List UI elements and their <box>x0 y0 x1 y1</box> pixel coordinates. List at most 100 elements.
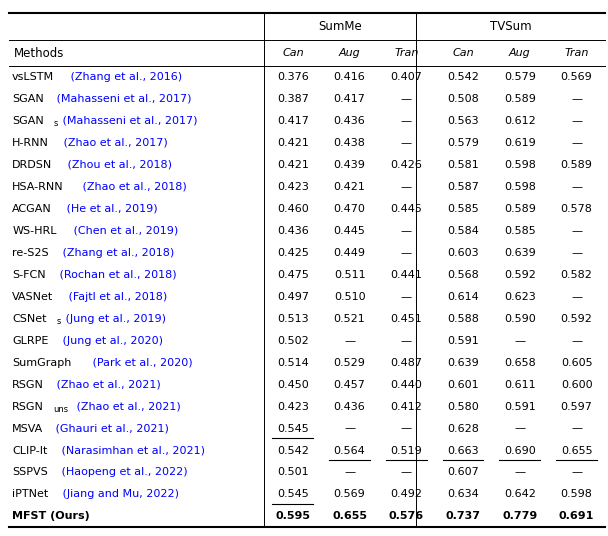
Text: 0.601: 0.601 <box>447 379 479 390</box>
Text: SGAN: SGAN <box>12 116 44 126</box>
Text: 0.690: 0.690 <box>504 445 536 456</box>
Text: 0.614: 0.614 <box>447 292 479 302</box>
Text: SumGraph: SumGraph <box>12 358 72 368</box>
Text: 0.450: 0.450 <box>277 379 309 390</box>
Text: RSGN: RSGN <box>12 401 44 412</box>
Text: 0.590: 0.590 <box>504 314 536 324</box>
Text: ACGAN: ACGAN <box>12 204 52 214</box>
Text: (Jiang and Mu, 2022): (Jiang and Mu, 2022) <box>59 489 179 500</box>
Text: (Jung et al., 2020): (Jung et al., 2020) <box>59 336 163 346</box>
Text: Can: Can <box>282 48 303 58</box>
Text: 0.582: 0.582 <box>561 270 593 280</box>
Text: WS-HRL: WS-HRL <box>12 226 57 236</box>
Text: SumMe: SumMe <box>319 20 362 33</box>
Text: TVSum: TVSum <box>490 20 531 33</box>
Text: 0.511: 0.511 <box>334 270 365 280</box>
Text: (Zhou et al., 2018): (Zhou et al., 2018) <box>64 160 172 170</box>
Text: 0.628: 0.628 <box>447 423 479 434</box>
Text: 0.470: 0.470 <box>334 204 365 214</box>
Text: —: — <box>514 423 525 434</box>
Text: 0.416: 0.416 <box>334 72 365 82</box>
Text: 0.598: 0.598 <box>504 182 536 192</box>
Text: 0.663: 0.663 <box>447 445 479 456</box>
Text: —: — <box>514 336 525 346</box>
Text: —: — <box>571 226 582 236</box>
Text: 0.585: 0.585 <box>447 204 479 214</box>
Text: —: — <box>401 182 412 192</box>
Text: 0.436: 0.436 <box>277 226 309 236</box>
Text: —: — <box>571 116 582 126</box>
Text: Aug: Aug <box>339 48 361 58</box>
Text: Tran: Tran <box>394 48 418 58</box>
Text: 0.569: 0.569 <box>334 489 365 500</box>
Text: (Zhao et al., 2017): (Zhao et al., 2017) <box>60 138 167 148</box>
Text: 0.568: 0.568 <box>447 270 479 280</box>
Text: 0.487: 0.487 <box>390 358 423 368</box>
Text: 0.737: 0.737 <box>446 511 480 522</box>
Text: 0.581: 0.581 <box>447 160 479 170</box>
Text: 0.589: 0.589 <box>504 204 536 214</box>
Text: (Ghauri et al., 2021): (Ghauri et al., 2021) <box>52 423 170 434</box>
Text: 0.376: 0.376 <box>277 72 309 82</box>
Text: 0.634: 0.634 <box>447 489 479 500</box>
Text: 0.513: 0.513 <box>277 314 309 324</box>
Text: (Zhang et al., 2016): (Zhang et al., 2016) <box>66 72 182 82</box>
Text: —: — <box>571 248 582 258</box>
Text: 0.421: 0.421 <box>277 138 309 148</box>
Text: Methods: Methods <box>14 47 64 59</box>
Text: (Zhang et al., 2018): (Zhang et al., 2018) <box>60 248 174 258</box>
Text: —: — <box>571 336 582 346</box>
Text: 0.589: 0.589 <box>504 94 536 104</box>
Text: 0.519: 0.519 <box>390 445 422 456</box>
Text: 0.658: 0.658 <box>504 358 536 368</box>
Text: —: — <box>401 467 412 478</box>
Text: uns: uns <box>54 405 69 414</box>
Text: 0.417: 0.417 <box>277 116 309 126</box>
Text: 0.611: 0.611 <box>504 379 536 390</box>
Text: 0.579: 0.579 <box>504 72 536 82</box>
Text: 0.497: 0.497 <box>277 292 309 302</box>
Text: 0.592: 0.592 <box>504 270 536 280</box>
Text: SGAN: SGAN <box>12 94 44 104</box>
Text: (Mahasseni et al., 2017): (Mahasseni et al., 2017) <box>53 94 192 104</box>
Text: 0.502: 0.502 <box>277 336 309 346</box>
Text: 0.529: 0.529 <box>334 358 365 368</box>
Text: —: — <box>571 292 582 302</box>
Text: 0.576: 0.576 <box>389 511 424 522</box>
Text: 0.501: 0.501 <box>277 467 309 478</box>
Text: (Fajtl et al., 2018): (Fajtl et al., 2018) <box>66 292 168 302</box>
Text: Can: Can <box>452 48 474 58</box>
Text: (Chen et al., 2019): (Chen et al., 2019) <box>69 226 178 236</box>
Text: 0.623: 0.623 <box>504 292 536 302</box>
Text: (Park et al., 2020): (Park et al., 2020) <box>89 358 192 368</box>
Text: —: — <box>401 116 412 126</box>
Text: —: — <box>344 423 355 434</box>
Text: 0.591: 0.591 <box>504 401 536 412</box>
Text: 0.579: 0.579 <box>447 138 479 148</box>
Text: 0.545: 0.545 <box>277 423 309 434</box>
Text: 0.423: 0.423 <box>277 401 309 412</box>
Text: 0.438: 0.438 <box>334 138 365 148</box>
Text: —: — <box>401 94 412 104</box>
Text: 0.655: 0.655 <box>332 511 367 522</box>
Text: iPTNet: iPTNet <box>12 489 49 500</box>
Text: 0.655: 0.655 <box>561 445 592 456</box>
Text: —: — <box>514 467 525 478</box>
Text: vsLSTM: vsLSTM <box>12 72 54 82</box>
Text: 0.475: 0.475 <box>277 270 309 280</box>
Text: 0.598: 0.598 <box>561 489 593 500</box>
Text: 0.545: 0.545 <box>277 489 309 500</box>
Text: 0.460: 0.460 <box>277 204 309 214</box>
Text: 0.595: 0.595 <box>275 511 310 522</box>
Text: s: s <box>53 119 58 128</box>
Text: H-RNN: H-RNN <box>12 138 49 148</box>
Text: 0.603: 0.603 <box>447 248 479 258</box>
Text: 0.569: 0.569 <box>561 72 592 82</box>
Text: S-FCN: S-FCN <box>12 270 46 280</box>
Text: —: — <box>571 467 582 478</box>
Text: (Haopeng et al., 2022): (Haopeng et al., 2022) <box>58 467 188 478</box>
Text: MSVA: MSVA <box>12 423 43 434</box>
Text: GLRPE: GLRPE <box>12 336 49 346</box>
Text: DRDSN: DRDSN <box>12 160 52 170</box>
Text: 0.439: 0.439 <box>334 160 365 170</box>
